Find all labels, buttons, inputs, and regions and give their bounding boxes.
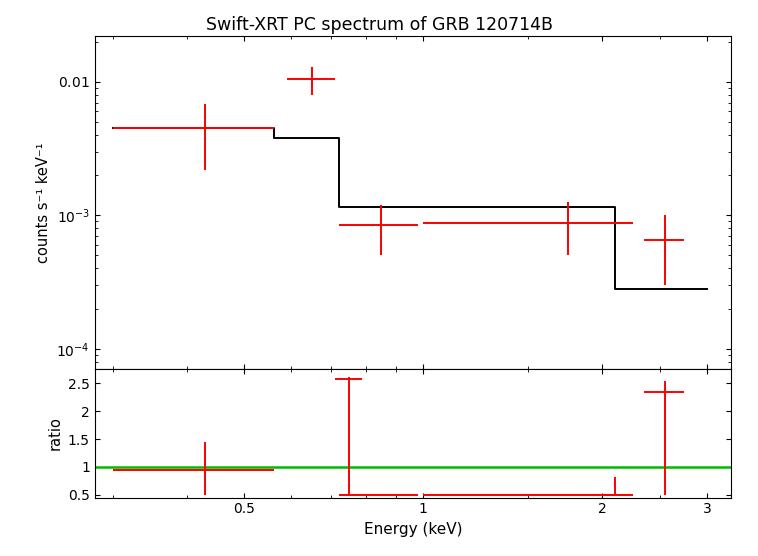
Y-axis label: ratio: ratio xyxy=(47,416,62,450)
Text: Swift-XRT PC spectrum of GRB 120714B: Swift-XRT PC spectrum of GRB 120714B xyxy=(205,16,553,33)
X-axis label: Energy (keV): Energy (keV) xyxy=(364,522,462,537)
Y-axis label: counts s⁻¹ keV⁻¹: counts s⁻¹ keV⁻¹ xyxy=(36,142,51,263)
